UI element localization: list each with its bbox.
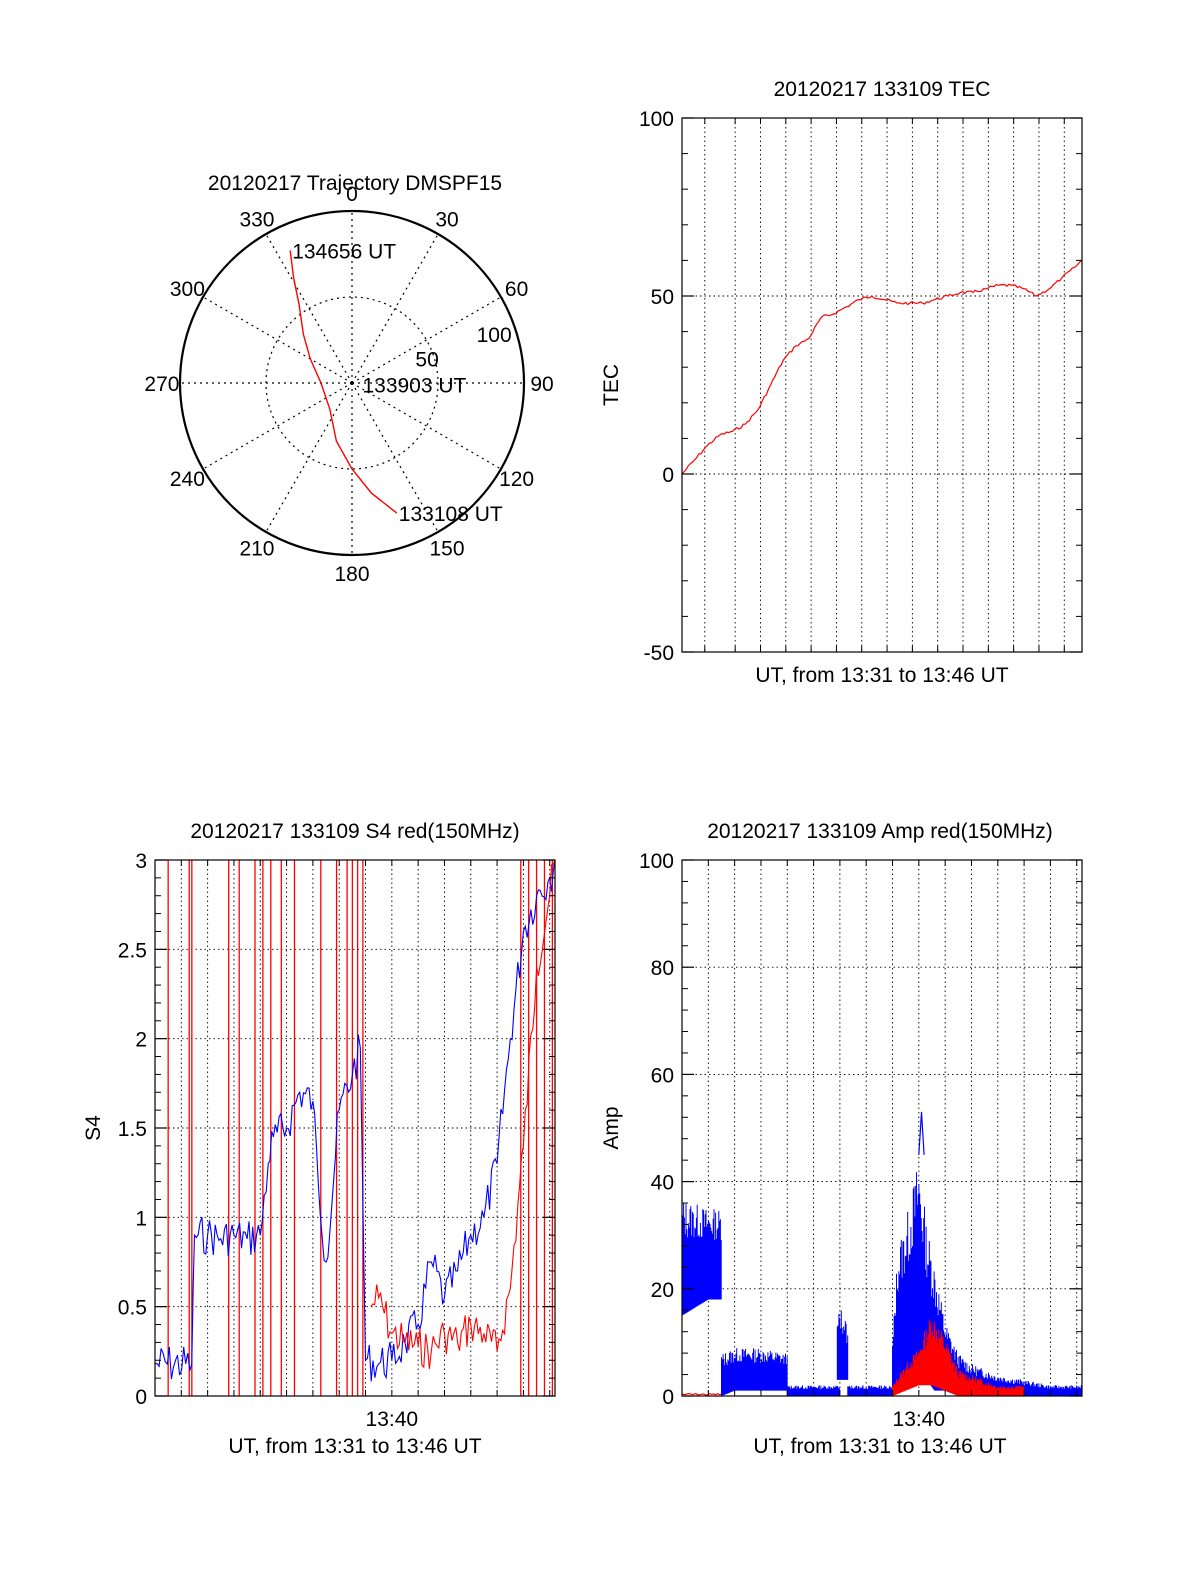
polar-annotations: 134656 UT 133903 UT 133108 UT: [292, 240, 503, 526]
polar-spoke: [351, 296, 502, 384]
y-tick-label: -50: [644, 642, 674, 665]
polar-angle-label: 60: [505, 278, 528, 301]
amp-ylabel: Amp: [600, 1106, 623, 1149]
tec-title: 20120217 133109 TEC: [774, 78, 991, 101]
polar-radial-label: 100: [477, 324, 512, 347]
polar-angle-label: 270: [144, 373, 179, 396]
amp-blue-line: [918, 1111, 925, 1155]
polar-spoke: [351, 382, 502, 470]
amp-title: 20120217 133109 Amp red(150MHz): [707, 820, 1053, 843]
tec-xlabel: UT, from 13:31 to 13:46 UT: [755, 664, 1008, 687]
y-tick-label: 20: [651, 1279, 674, 1302]
amp-xlabel: UT, from 13:31 to 13:46 UT: [753, 1435, 1006, 1458]
s4-xlabel: UT, from 13:31 to 13:46 UT: [228, 1435, 481, 1458]
amp-blue-band: [681, 1202, 722, 1316]
amp-red-line: [682, 1392, 722, 1396]
y-tick-label: 80: [651, 957, 674, 980]
x-tick-label: 13:40: [893, 1408, 946, 1431]
amp-ticks: 0 20 40 60 80 100 13:40: [639, 850, 1082, 1431]
s4-title: 20120217 133109 S4 red(150MHz): [190, 820, 519, 843]
y-tick-label: 1.5: [118, 1118, 147, 1141]
polar-angle-label: 150: [430, 538, 465, 561]
y-tick-label: 40: [651, 1172, 674, 1195]
amp-grid: [682, 860, 1082, 1396]
polar-angle-label: 30: [435, 208, 458, 231]
amp-blue-band: [721, 1348, 788, 1396]
polar-spoke: [351, 233, 439, 384]
y-tick-label: 60: [651, 1064, 674, 1087]
y-tick-label: 0: [135, 1386, 147, 1409]
tec-ticks: -50 0 50 100: [639, 108, 1082, 665]
polar-spoke: [202, 296, 353, 384]
amp-blue-band: [847, 1385, 893, 1396]
polar-spoke: [202, 382, 353, 470]
y-tick-label: 0: [662, 464, 674, 487]
y-tick-label: 2: [135, 1029, 147, 1052]
polar-angle-label: 180: [334, 563, 369, 586]
y-tick-label: 2.5: [118, 939, 147, 962]
amp-panel: 20120217 133109 Amp red(150MHz) UT, from…: [600, 820, 1083, 1458]
polar-spoke: [265, 233, 353, 384]
y-tick-label: 100: [639, 850, 674, 873]
tec-series: [681, 259, 1083, 475]
amp-series: [681, 1111, 1082, 1396]
tec-line: [681, 259, 1083, 475]
trajectory-line: [289, 250, 398, 514]
y-tick-label: 0: [662, 1386, 674, 1409]
trajectory-time-label: 133108 UT: [399, 503, 503, 526]
polar-series: [289, 250, 398, 514]
polar-outer-circle: [178, 209, 526, 557]
polar-spoke: [265, 382, 353, 533]
tec-ylabel: TEC: [600, 364, 623, 406]
polar-radial-label: 50: [415, 349, 438, 372]
trajectory-title: 20120217 Trajectory DMSPF15: [208, 172, 502, 195]
polar-angle-label: 210: [239, 538, 274, 561]
trajectory-panel: 20120217 Trajectory DMSPF15 0 30 60 90 120 15…: [144, 172, 553, 586]
s4-ylabel: S4: [82, 1115, 105, 1141]
polar-angle-label: 330: [239, 208, 274, 231]
polar-spoke: [351, 382, 439, 533]
tec-panel: 20120217 133109 TEC UT, from 13:31 to 13…: [600, 78, 1083, 687]
s4-grid: [155, 860, 555, 1396]
tec-grid: [682, 118, 1082, 652]
y-tick-label: 100: [639, 108, 674, 131]
polar-angle-label: 300: [170, 278, 205, 301]
s4-plot-frame: [154, 859, 556, 1397]
trajectory-time-label: 134656 UT: [292, 240, 396, 263]
tec-plot-frame: [681, 117, 1083, 653]
y-tick-label: 0.5: [118, 1297, 147, 1320]
polar-angle-label: 0: [346, 183, 358, 206]
s4-series: [154, 859, 556, 1396]
polar-angle-label: 90: [530, 373, 553, 396]
s4-red-line: [370, 859, 556, 1369]
y-tick-label: 1: [135, 1207, 147, 1230]
polar-angle-label: 120: [499, 468, 534, 491]
s4-ticks: 0 0.5 1 1.5 2 2.5 3 13:40: [118, 850, 555, 1431]
polar-tick-labels: 0 30 60 90 120 150 180 210 240 270 300 330 50 100: [144, 183, 553, 586]
trajectory-time-label: 133903 UT: [362, 374, 466, 397]
y-tick-label: 50: [651, 286, 674, 309]
amp-plot-frame: [681, 859, 1083, 1397]
y-tick-label: 3: [135, 850, 147, 873]
s4-blue-line: [154, 859, 556, 1382]
x-tick-label: 13:40: [366, 1408, 419, 1431]
s4-panel: 20120217 133109 S4 red(150MHz) UT, from …: [82, 820, 556, 1458]
amp-blue-band: [836, 1310, 849, 1380]
polar-angle-label: 240: [170, 468, 205, 491]
